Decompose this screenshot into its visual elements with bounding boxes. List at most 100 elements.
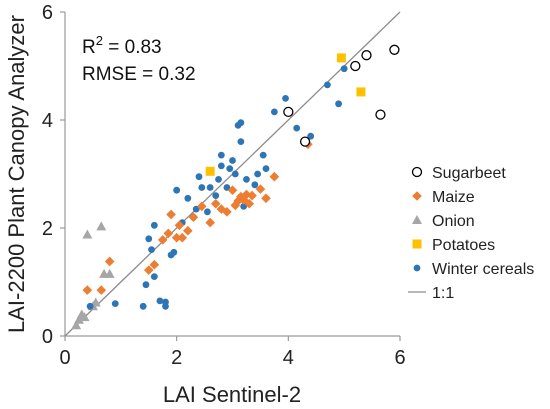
data-point bbox=[230, 200, 241, 211]
data-points bbox=[71, 44, 400, 330]
legend-label: Potatoes bbox=[432, 237, 495, 254]
data-point bbox=[247, 190, 257, 201]
data-point bbox=[198, 184, 206, 191]
data-point bbox=[196, 201, 207, 212]
data-point bbox=[206, 184, 214, 191]
data-point bbox=[283, 106, 294, 118]
data-point bbox=[157, 235, 168, 245]
data-point bbox=[259, 151, 267, 159]
data-point bbox=[254, 170, 262, 178]
data-point bbox=[270, 108, 278, 116]
r2-annotation: R2 = 0.83 bbox=[82, 33, 162, 58]
data-point bbox=[149, 259, 160, 270]
y-tick-label: 0 bbox=[42, 326, 53, 348]
data-point bbox=[82, 229, 93, 239]
data-point bbox=[203, 208, 211, 216]
data-point bbox=[171, 232, 182, 243]
data-point bbox=[104, 256, 115, 267]
data-point bbox=[166, 209, 176, 220]
data-point bbox=[96, 221, 107, 231]
data-point bbox=[227, 185, 238, 195]
data-point bbox=[210, 198, 221, 209]
data-point bbox=[238, 195, 249, 205]
data-point bbox=[188, 212, 199, 222]
legend-label: Maize bbox=[432, 189, 475, 206]
rmse-annotation: RMSE = 0.32 bbox=[82, 64, 196, 85]
data-point bbox=[177, 232, 188, 243]
series-onion bbox=[71, 221, 115, 330]
data-point bbox=[148, 246, 155, 254]
data-point bbox=[361, 50, 372, 61]
data-point bbox=[255, 184, 266, 194]
y-tick-label: 2 bbox=[42, 218, 53, 240]
data-point bbox=[73, 314, 84, 324]
data-point bbox=[336, 53, 346, 63]
data-point bbox=[222, 207, 232, 217]
data-point bbox=[184, 194, 192, 202]
data-point bbox=[241, 189, 252, 200]
legend-marker bbox=[413, 264, 421, 272]
data-point bbox=[251, 181, 259, 189]
data-point bbox=[215, 176, 222, 183]
data-point bbox=[231, 170, 239, 178]
legend-label: 1:1 bbox=[432, 285, 454, 302]
data-point bbox=[145, 235, 153, 243]
data-point bbox=[307, 132, 315, 140]
data-point bbox=[216, 204, 227, 214]
data-point bbox=[104, 268, 115, 278]
y-tick-label: 6 bbox=[42, 2, 53, 24]
data-point bbox=[293, 124, 301, 132]
data-point bbox=[143, 265, 154, 275]
data-point bbox=[229, 157, 236, 164]
legend-marker bbox=[412, 239, 422, 249]
legend-marker bbox=[412, 191, 422, 201]
y-axis-label: LAI-2200 Plant Canopy Analyzer bbox=[4, 15, 29, 333]
x-tick-label: 0 bbox=[59, 347, 70, 369]
data-point bbox=[82, 285, 93, 295]
data-point bbox=[150, 221, 158, 229]
data-point bbox=[226, 165, 234, 173]
data-point bbox=[86, 302, 94, 310]
data-point bbox=[282, 95, 289, 102]
data-point bbox=[71, 320, 82, 330]
data-point bbox=[195, 173, 203, 181]
series-potatoes bbox=[205, 53, 366, 176]
data-point bbox=[262, 165, 270, 173]
data-point bbox=[205, 166, 215, 176]
data-point bbox=[299, 136, 311, 147]
data-point bbox=[183, 225, 193, 236]
data-point bbox=[375, 109, 386, 120]
data-point bbox=[217, 151, 225, 159]
data-point bbox=[389, 44, 400, 55]
data-point bbox=[163, 228, 174, 239]
x-tick-label: 2 bbox=[171, 347, 182, 369]
legend: Sugarbeet Maize Onion Potatoes Winter cereal… bbox=[408, 165, 534, 302]
data-point bbox=[192, 205, 200, 213]
data-point bbox=[205, 217, 215, 228]
data-point bbox=[243, 176, 250, 183]
data-point bbox=[96, 285, 107, 295]
data-point bbox=[261, 193, 271, 204]
data-point bbox=[237, 119, 245, 127]
y-tick-label: 4 bbox=[42, 110, 53, 132]
data-point bbox=[217, 162, 225, 170]
data-point bbox=[111, 300, 119, 307]
legend-label: Onion bbox=[432, 213, 475, 230]
data-point bbox=[356, 87, 366, 97]
data-point bbox=[269, 171, 280, 182]
data-point bbox=[240, 203, 248, 210]
data-point bbox=[237, 138, 245, 146]
legend-label: Sugarbeet bbox=[432, 165, 506, 182]
data-point bbox=[174, 220, 185, 231]
x-axis-label: LAI Sentinel-2 bbox=[163, 382, 301, 407]
data-point bbox=[170, 248, 178, 256]
data-point bbox=[324, 81, 331, 89]
series-winter-cereals bbox=[86, 65, 348, 310]
data-point bbox=[142, 281, 150, 289]
data-point bbox=[79, 312, 90, 322]
series-sugarbeet bbox=[283, 44, 400, 147]
data-point bbox=[173, 186, 181, 194]
data-point bbox=[212, 192, 220, 200]
data-point bbox=[162, 298, 169, 306]
